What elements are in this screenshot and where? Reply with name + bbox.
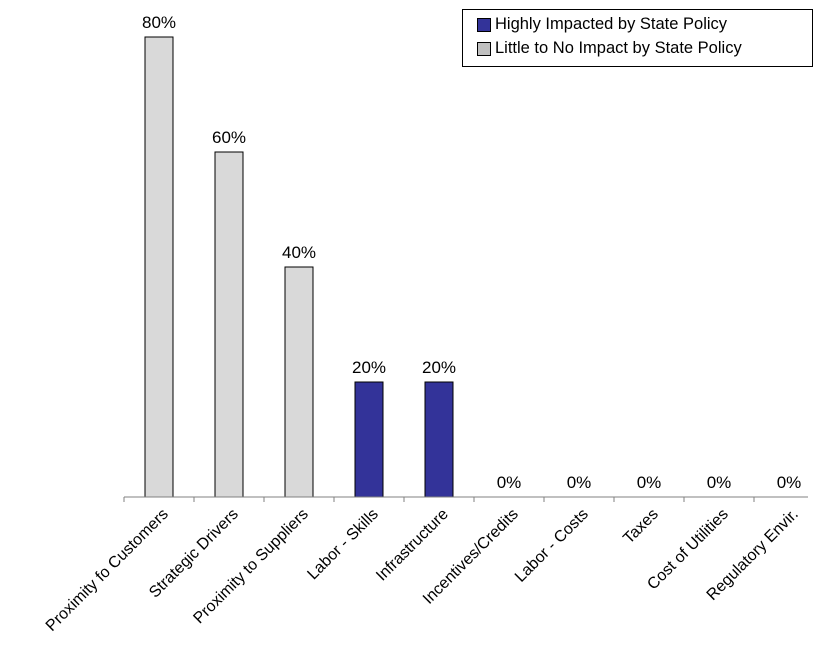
legend-swatch-highly-impacted	[477, 17, 491, 32]
value-label: 0%	[637, 473, 662, 492]
legend-label-highly-impacted: Highly Impacted by State Policy	[495, 15, 728, 33]
bar	[424, 381, 454, 498]
legend-swatch-little-impact	[477, 41, 491, 56]
category-label: Labor - Costs	[512, 506, 592, 586]
category-label: Labor - Skills	[304, 506, 381, 583]
legend-label-little-impact: Little to No Impact by State Policy	[495, 39, 742, 57]
x-ticks-group	[123, 497, 755, 502]
value-labels-group: 80% 60% 40% 20% 20% 0% 0% 0% 0% 0%	[142, 13, 801, 492]
value-label: 40%	[282, 243, 316, 262]
value-label: 0%	[567, 473, 592, 492]
value-label: 80%	[142, 13, 176, 32]
legend: Highly Impacted by State Policy Little t…	[462, 9, 813, 67]
bars-group	[144, 36, 454, 498]
bar	[354, 381, 384, 498]
value-label: 0%	[707, 473, 732, 492]
value-label: 20%	[422, 358, 456, 377]
bar	[284, 266, 314, 498]
category-label: Proximity fo Customers	[43, 506, 172, 635]
legend-item-highly-impacted: Highly Impacted by State Policy	[477, 15, 727, 34]
category-label: Infrastructure	[373, 506, 452, 585]
value-label: 60%	[212, 128, 246, 147]
bar	[144, 36, 174, 498]
value-label: 0%	[497, 473, 522, 492]
value-label: 20%	[352, 358, 386, 377]
bar	[214, 151, 244, 498]
legend-item-little-impact: Little to No Impact by State Policy	[477, 39, 742, 58]
value-label: 0%	[777, 473, 802, 492]
category-label: Taxes	[620, 506, 662, 548]
category-label: Proximity to Suppliers	[190, 506, 311, 627]
